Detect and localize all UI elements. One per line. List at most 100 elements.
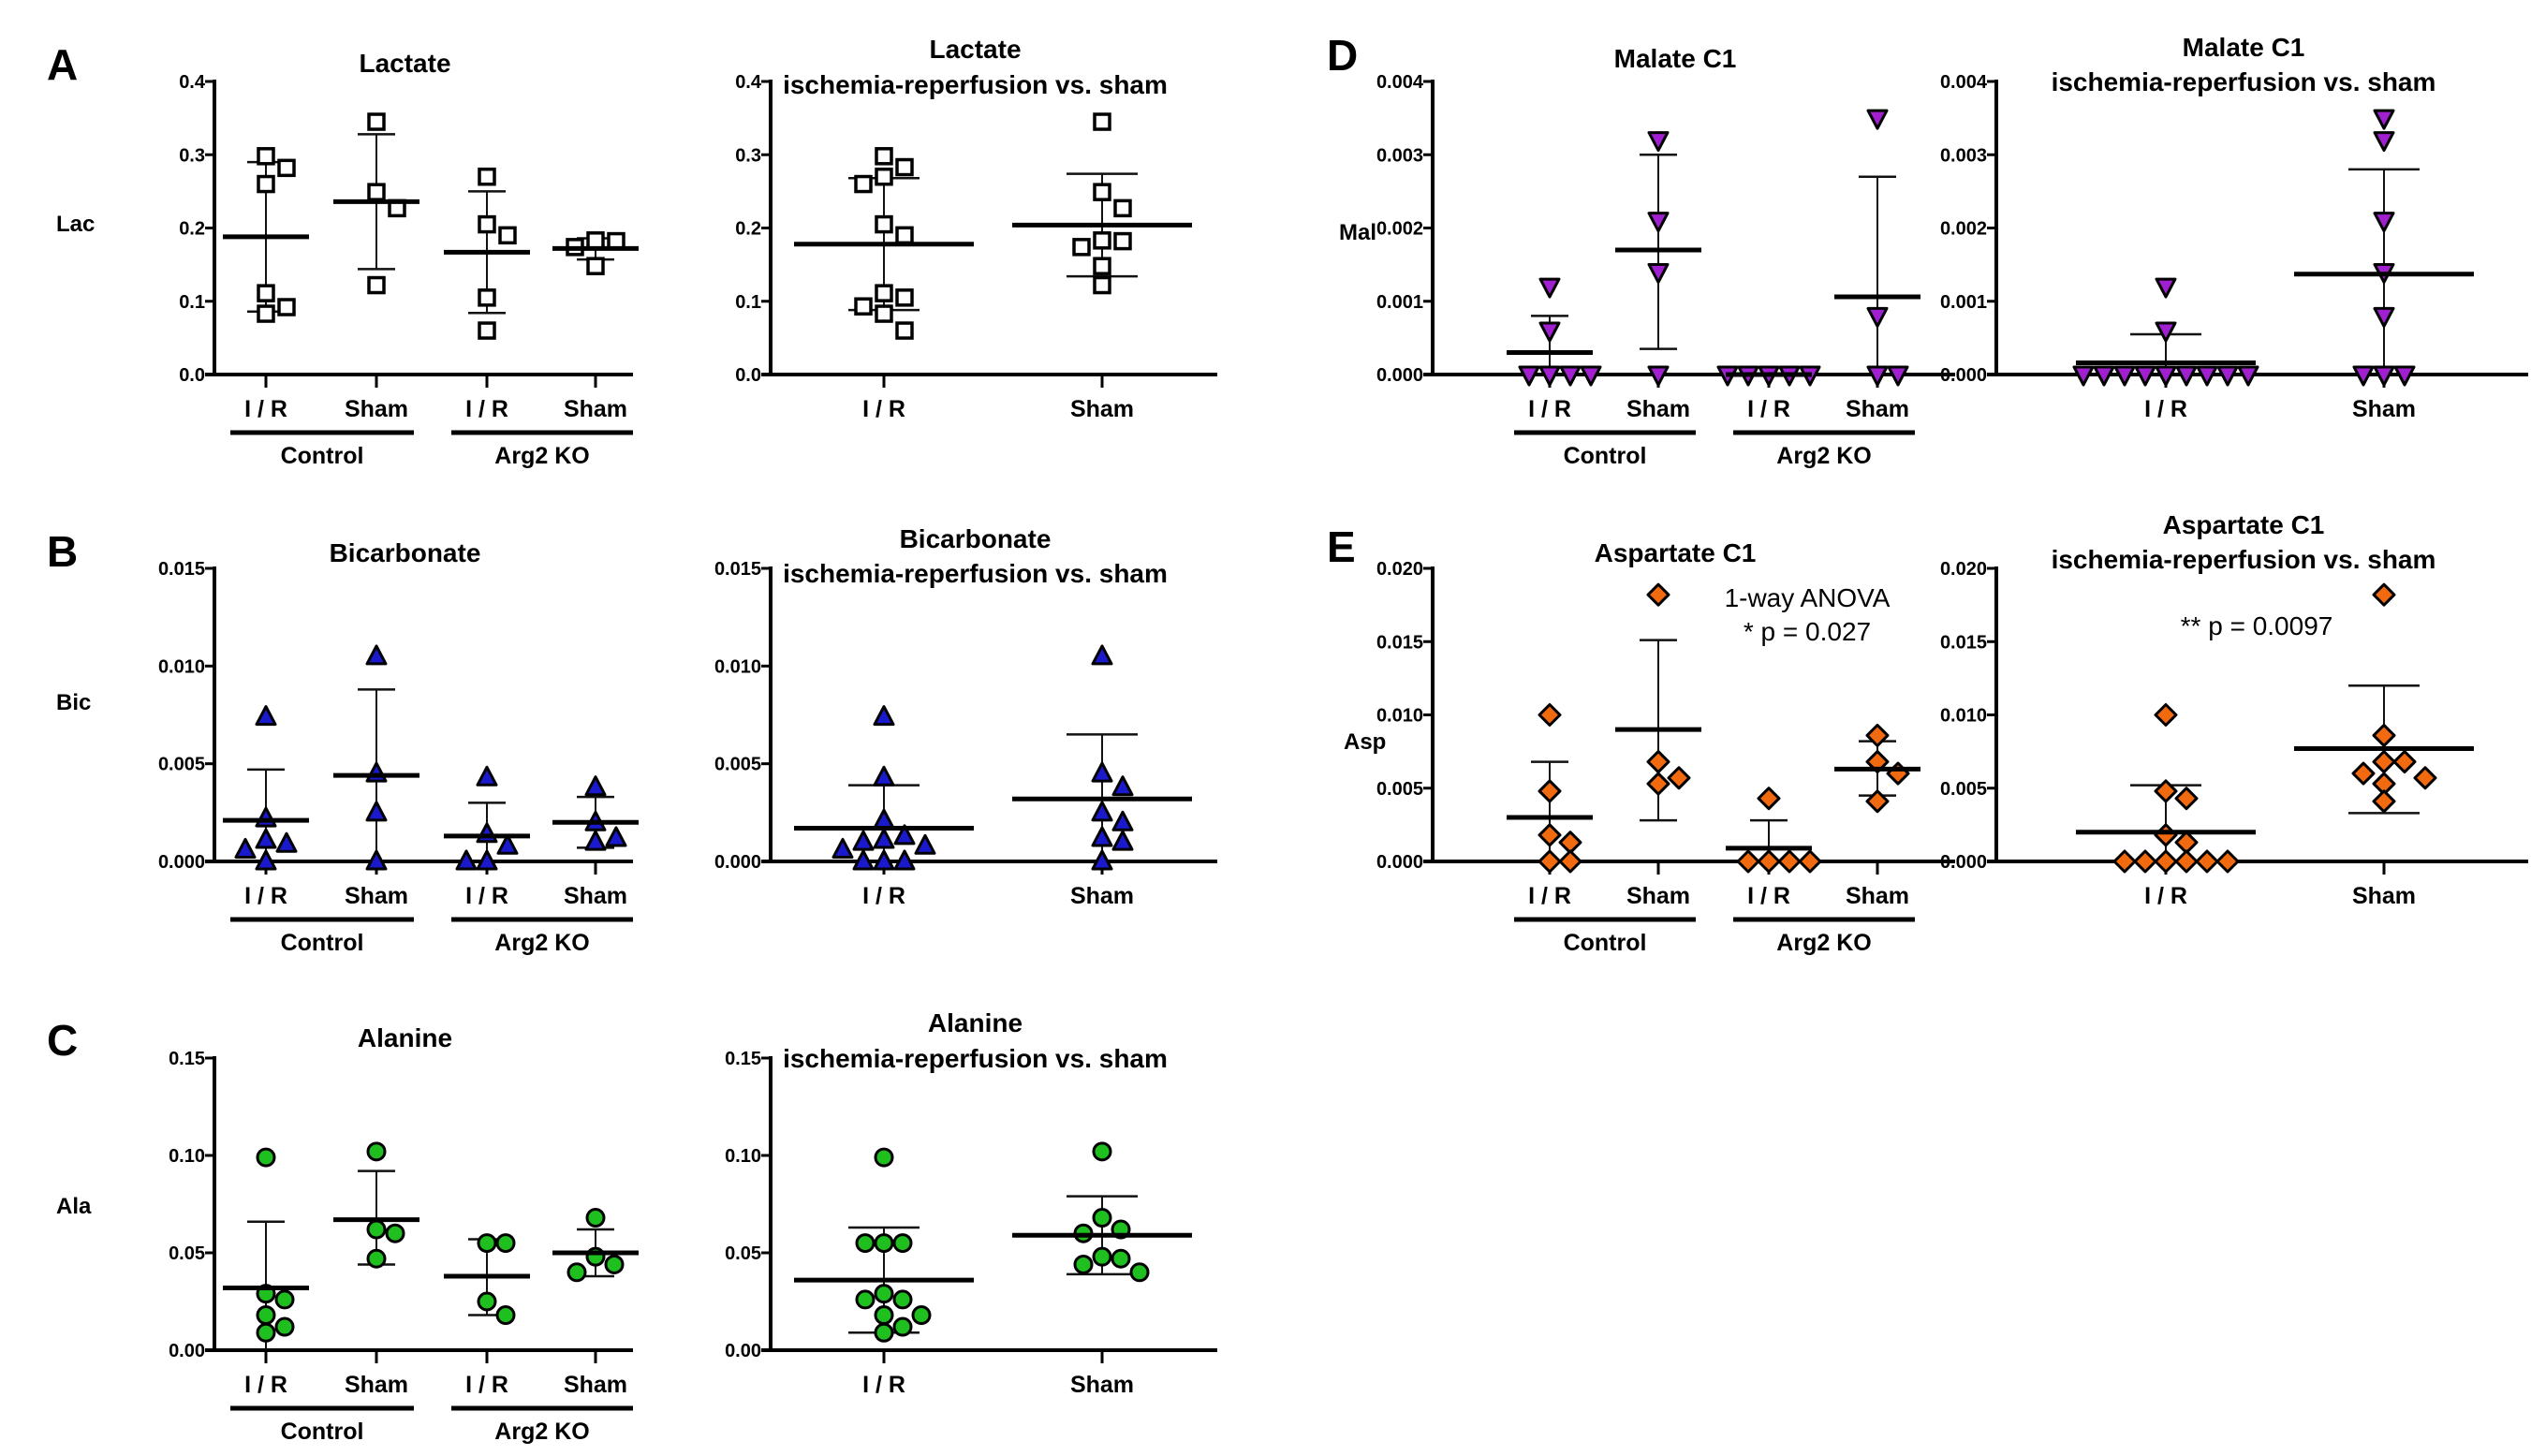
data-point bbox=[873, 849, 895, 871]
x-tick-label: I / R bbox=[465, 396, 508, 422]
data-point bbox=[2195, 849, 2219, 874]
data-point bbox=[2196, 365, 2218, 387]
series-arg2-ko-i-r bbox=[444, 1233, 530, 1326]
chart-title: Aspartate C1 bbox=[1595, 538, 1757, 567]
data-point bbox=[1538, 779, 1562, 803]
data-point bbox=[874, 1233, 894, 1254]
data-point bbox=[2072, 365, 2095, 387]
x-tick-label: I / R bbox=[862, 1372, 905, 1398]
data-point bbox=[277, 158, 296, 178]
data-point bbox=[1538, 849, 1562, 874]
data-point bbox=[256, 1322, 276, 1343]
data-point bbox=[875, 284, 893, 302]
series-control-i-r bbox=[223, 1147, 309, 1350]
data-point bbox=[2175, 365, 2198, 387]
y-tick-label: 0.15 bbox=[169, 1049, 205, 1069]
data-point bbox=[367, 275, 386, 295]
x-tick-label: Sham bbox=[1846, 396, 1909, 422]
y-tick-label: 0.00 bbox=[169, 1341, 205, 1361]
data-point bbox=[274, 1289, 295, 1310]
y-tick-label: 0.002 bbox=[1376, 219, 1423, 240]
data-point bbox=[1091, 801, 1113, 822]
data-point bbox=[1092, 1246, 1112, 1267]
data-point bbox=[2372, 582, 2396, 607]
series-control-i-r bbox=[1507, 703, 1593, 874]
series-control-sham bbox=[333, 1141, 419, 1269]
data-point bbox=[2392, 750, 2417, 774]
x-tick-label: Sham bbox=[345, 883, 408, 909]
data-point bbox=[873, 765, 895, 787]
series-sham bbox=[1012, 1141, 1192, 1283]
chart-C1: C Alanine Ala 0.00 0.05 0.10 0.15 I / R Sham I / … bbox=[47, 1016, 639, 1445]
data-point bbox=[874, 1305, 894, 1326]
data-point bbox=[1777, 849, 1802, 874]
group-label: Arg2 KO bbox=[494, 443, 589, 469]
chart-title: Lactate bbox=[359, 49, 450, 78]
data-point bbox=[1518, 365, 1540, 387]
x-tick-label: Sham bbox=[564, 1372, 627, 1398]
series-arg2-ko-sham bbox=[1834, 723, 1920, 814]
data-point bbox=[585, 1208, 606, 1228]
y-tick-label: 0.0 bbox=[735, 365, 761, 386]
x-tick-label: I / R bbox=[244, 1372, 287, 1398]
data-point bbox=[854, 174, 873, 194]
data-point bbox=[586, 257, 605, 275]
data-point bbox=[2154, 703, 2178, 727]
data-point bbox=[1091, 826, 1113, 847]
data-point bbox=[895, 321, 914, 340]
y-tick-label: 0.001 bbox=[1940, 292, 1987, 313]
data-point bbox=[892, 1233, 913, 1254]
data-point bbox=[478, 288, 496, 307]
data-point bbox=[831, 837, 854, 859]
data-point bbox=[584, 775, 607, 797]
data-point bbox=[852, 830, 875, 851]
data-point bbox=[366, 1141, 387, 1162]
data-point bbox=[1647, 212, 1670, 233]
y-tick-label: 0.3 bbox=[735, 145, 761, 166]
data-point bbox=[1886, 761, 1910, 786]
data-point bbox=[1646, 772, 1670, 796]
x-tick-label: Sham bbox=[1070, 1372, 1134, 1398]
y-tick-label: 0.005 bbox=[158, 755, 205, 775]
data-point bbox=[2155, 321, 2177, 343]
y-tick-label: 0.010 bbox=[1376, 706, 1423, 727]
data-point bbox=[584, 830, 607, 851]
series-arg2-ko-i-r bbox=[1726, 787, 1822, 874]
data-point bbox=[2155, 365, 2177, 387]
data-point bbox=[852, 849, 875, 871]
data-point bbox=[496, 833, 519, 855]
group-label: Arg2 KO bbox=[494, 930, 589, 956]
data-point bbox=[1093, 112, 1111, 131]
data-point bbox=[1538, 321, 1561, 343]
series-i-r bbox=[794, 1147, 974, 1343]
series-sham bbox=[1012, 112, 1192, 295]
series-i-r bbox=[794, 147, 974, 340]
chart-title: ischemia-reperfusion vs. sham bbox=[2052, 67, 2436, 96]
data-point bbox=[1113, 231, 1132, 251]
data-point bbox=[367, 112, 386, 131]
y-tick-label: 0.010 bbox=[158, 656, 205, 677]
data-point bbox=[1559, 365, 1582, 387]
data-point bbox=[604, 1254, 625, 1274]
data-point bbox=[2351, 761, 2376, 786]
data-point bbox=[2133, 849, 2157, 874]
data-point bbox=[476, 822, 498, 844]
data-point bbox=[365, 849, 388, 871]
data-point bbox=[2372, 750, 2396, 774]
data-point bbox=[2413, 766, 2437, 790]
data-point bbox=[498, 226, 517, 245]
x-tick-label: Sham bbox=[1626, 396, 1690, 422]
data-point bbox=[1647, 365, 1670, 387]
data-point bbox=[2093, 365, 2115, 387]
x-tick-label: I / R bbox=[1528, 883, 1571, 909]
data-point bbox=[2352, 365, 2375, 387]
series-arg2-ko-sham bbox=[1834, 109, 1920, 387]
y-tick-label: 0.05 bbox=[169, 1243, 205, 1264]
chart-A2: Lactate ischemia-reperfusion vs. sham 0.0 0… bbox=[735, 35, 1217, 422]
data-point bbox=[476, 849, 498, 871]
data-point bbox=[1647, 131, 1670, 153]
y-tick-label: 0.000 bbox=[714, 852, 761, 873]
chart-B2: Bicarbonate ischemia-reperfusion vs. sham… bbox=[714, 524, 1217, 909]
data-point bbox=[495, 1233, 516, 1254]
data-point bbox=[1647, 262, 1670, 284]
